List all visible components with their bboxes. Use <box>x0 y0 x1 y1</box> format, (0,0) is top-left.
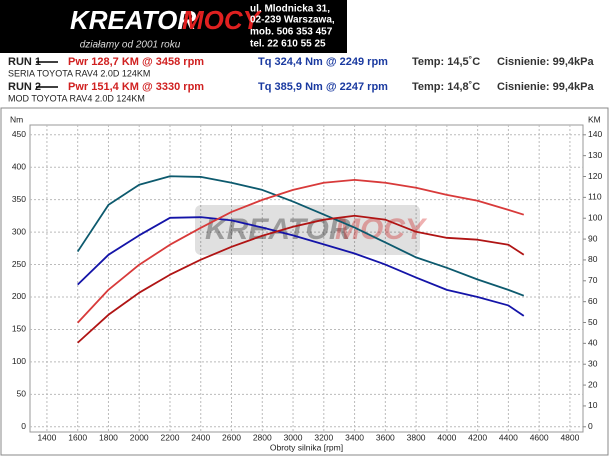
header-bg <box>0 0 347 53</box>
y2-tick-label: 30 <box>588 358 598 368</box>
x-tick-label: 4000 <box>437 432 456 442</box>
watermark-brand: KREATOR <box>205 213 351 246</box>
chart: 1400 1600 1800 2000 2200 2400 2600 2800 3000 3200… <box>10 114 602 452</box>
y-tick-label: 200 <box>12 291 26 301</box>
chart-frame <box>0 107 609 456</box>
x-tick-label: 1400 <box>37 432 56 442</box>
y-tick-label: 100 <box>12 356 26 366</box>
run-label: RUN 2 <box>8 81 41 93</box>
y2-tick-label: 110 <box>588 192 602 202</box>
run-temp: Temp: 14,8˚C <box>412 81 480 93</box>
y-tick-label: 350 <box>12 194 26 204</box>
y2-tick-label: 100 <box>588 212 602 222</box>
run-temp: Temp: 14,5˚C <box>412 56 480 68</box>
y2-tick-label: 80 <box>588 254 598 264</box>
x-tick-label: 1600 <box>68 432 87 442</box>
run-pressure: Cisnienie: 99,4kPa <box>497 56 594 68</box>
curve <box>76 175 525 297</box>
x-tick-label: 3400 <box>345 432 364 442</box>
x-axis-title: Obroty silnika [rpm] <box>270 442 343 452</box>
x-tick-label: 2200 <box>161 432 180 442</box>
y-tick-label: 150 <box>12 324 26 334</box>
x-tick-label: 1800 <box>99 432 118 442</box>
y2-tick-label: 60 <box>588 296 598 306</box>
y-tick-label: 0 <box>21 421 26 431</box>
logo-tagline: działamy od 2001 roku <box>80 40 181 51</box>
run-torque: Tq 324,4 Nm @ 2249 rpm <box>258 56 388 68</box>
x-tick-label: 3000 <box>284 432 303 442</box>
logo-brand: KREATOR <box>70 5 196 35</box>
x-tick-label: 2800 <box>253 432 272 442</box>
y2-axis-title: KM <box>588 114 601 124</box>
address-line: 02-239 Warszawa, <box>250 15 335 26</box>
address-line: tel. 22 610 55 25 <box>250 39 326 50</box>
y2-tick-label: 40 <box>588 338 598 348</box>
y2-tick-label: 0 <box>588 421 593 431</box>
x-tick-label: 2400 <box>191 432 210 442</box>
x-tick-label: 2600 <box>222 432 241 442</box>
run-torque: Tq 385,9 Nm @ 2247 rpm <box>258 81 388 93</box>
run-description: MOD TOYOTA RAV4 2.0D 124KM <box>8 93 145 103</box>
x-tick-label: 3600 <box>376 432 395 442</box>
y2-tick-label: 140 <box>588 129 602 139</box>
y-tick-label: 300 <box>12 226 26 236</box>
address-line: ul. Mlodnicka 31, <box>250 4 330 15</box>
x-tick-label: 4800 <box>560 432 579 442</box>
x-tick-label: 3200 <box>314 432 333 442</box>
y2-tick-label: 90 <box>588 233 598 243</box>
y2-tick-label: 50 <box>588 317 598 327</box>
y2-tick-label: 120 <box>588 171 602 181</box>
y2-tick-label: 70 <box>588 275 598 285</box>
y-tick-label: 250 <box>12 259 26 269</box>
x-tick-label: 2000 <box>130 432 149 442</box>
y2-tick-label: 130 <box>588 150 602 160</box>
x-tick-label: 4600 <box>530 432 549 442</box>
curve <box>77 216 525 317</box>
y-axis-title: Nm <box>10 114 23 124</box>
y-tick-label: 450 <box>12 129 26 139</box>
curve <box>77 214 525 344</box>
address-line: mob. 506 353 457 <box>250 27 333 38</box>
x-tick-label: 4200 <box>468 432 487 442</box>
plot-area <box>29 124 584 433</box>
run-label: RUN 1 <box>8 56 41 68</box>
run-description: SERIA TOYOTA RAV4 2.0D 124KM <box>8 68 150 78</box>
curve <box>77 178 525 324</box>
x-tick-label: 4400 <box>499 432 518 442</box>
y2-tick-label: 10 <box>588 400 598 410</box>
y-tick-label: 400 <box>12 161 26 171</box>
logo-accent: MOCY <box>182 5 263 35</box>
y-tick-label: 50 <box>17 389 27 399</box>
run-pressure: Cisnienie: 99,4kPa <box>497 81 594 93</box>
runs: RUN 1 Pwr 128,7 KM @ 3458 rpm Tq 324,4 Nm … <box>8 56 594 103</box>
run-power: Pwr 128,7 KM @ 3458 rpm <box>68 56 204 68</box>
run-power: Pwr 151,4 KM @ 3330 rpm <box>68 81 204 93</box>
y2-tick-label: 20 <box>588 379 598 389</box>
x-tick-label: 3800 <box>407 432 426 442</box>
